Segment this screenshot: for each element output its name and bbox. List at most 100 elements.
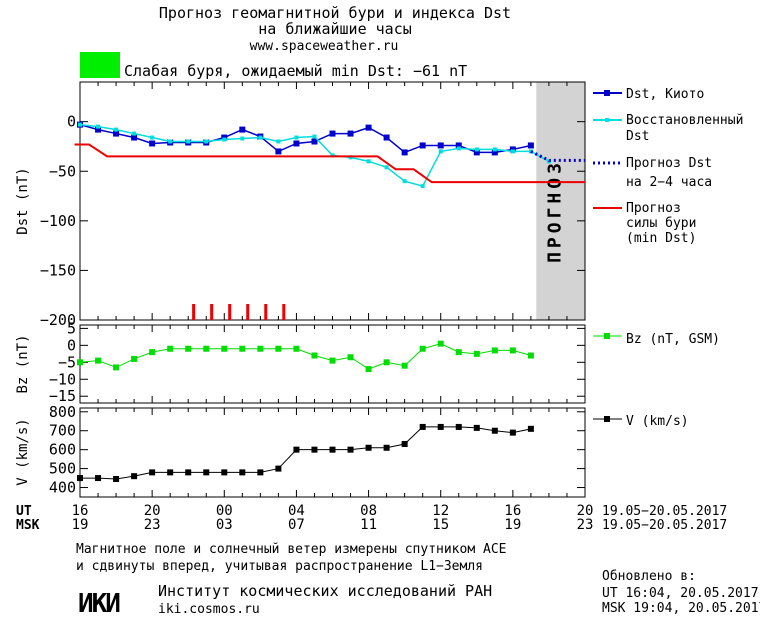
data-point-dst [401, 149, 408, 156]
y-tick-label: 0 [67, 113, 76, 131]
measurement-note-line2: и сдвинуты вперед, учитывая распростране… [76, 559, 483, 574]
data-point-bz [221, 345, 228, 352]
data-point-dst [149, 140, 156, 147]
bz-panel: 50−5−10−15 Bz (nT) [15, 319, 586, 405]
updated-msk: MSK 19:04, 20.05.2017 [602, 601, 760, 616]
data-point-v [437, 423, 444, 430]
data-point-bz [347, 354, 354, 361]
data-point-v [293, 446, 300, 453]
data-point-bz [77, 359, 83, 366]
data-point-v [491, 427, 498, 434]
website-link[interactable]: www.spaceweather.ru [250, 39, 399, 54]
storm-marker [210, 304, 214, 320]
data-point-v [221, 469, 228, 476]
ut-range-label: 19.05−20.05.2017 [602, 504, 727, 519]
y-axis-label: V (km/s) [15, 418, 31, 485]
y-tick-label: 700 [49, 422, 76, 440]
data-point-bz [473, 350, 480, 357]
data-point-bz [419, 345, 426, 352]
y-axis-label: Dst (nT) [15, 167, 31, 234]
legend-dst: Dst, Киото [626, 87, 704, 102]
institute-url[interactable]: iki.cosmos.ru [158, 602, 260, 617]
data-point-bz [491, 347, 498, 354]
data-point-restored [186, 139, 191, 144]
data-point-v [347, 446, 354, 453]
data-point-dst [527, 142, 534, 149]
data-point-v [383, 444, 390, 451]
storm-marker [228, 304, 232, 320]
legend-storm-line2: силы бури [626, 216, 696, 231]
data-point-v [419, 423, 426, 430]
data-point-bz [329, 357, 336, 364]
data-point-bz [149, 349, 156, 356]
data-point-v [113, 476, 120, 483]
data-point-dst [329, 130, 336, 137]
data-point-bz [95, 357, 102, 364]
data-point-v [77, 475, 83, 482]
legend-v: V (km/s) [626, 414, 689, 429]
x-tick-label-msk: 19 [72, 517, 89, 533]
data-point-restored [132, 131, 137, 136]
data-point-dst [113, 130, 120, 137]
data-point-v [167, 469, 174, 476]
data-point-restored [150, 135, 155, 140]
data-point-restored [294, 135, 299, 140]
y-tick-label: 5 [67, 319, 76, 337]
data-point-restored [492, 147, 497, 152]
chart-legend: Dst, Киото Восстановленный Dst Прогноз D… [593, 87, 743, 429]
forecast-region-label: ПРОГНОЗ [545, 159, 566, 263]
data-point-dst [293, 140, 300, 147]
iki-logo: ИКИ [78, 589, 120, 619]
legend-forecast-line1: Прогноз Dst [626, 156, 712, 171]
measurement-note-line1: Магнитное поле и солнечный ветер измерен… [76, 542, 506, 557]
updated-label: Обновлено в: [602, 569, 696, 584]
data-point-restored [384, 165, 389, 170]
data-point-dst [311, 138, 318, 145]
data-point-restored [78, 122, 82, 127]
y-tick-label: 0 [67, 336, 76, 354]
data-point-v [239, 469, 246, 476]
data-point-dst [365, 124, 372, 131]
y-tick-label: −100 [40, 212, 76, 230]
data-point-bz [365, 366, 372, 373]
dst-panel: ПРОГНОЗ 0 −50 −100 −150 −200 Dst (nT) [15, 81, 586, 329]
y-axis-label: Bz (nT) [15, 334, 31, 393]
updated-ut: UT 16:04, 20.05.2017 [602, 586, 759, 601]
msk-axis-label: MSK [16, 518, 40, 533]
data-point-restored [402, 179, 407, 184]
x-tick-label-ut: 20 [144, 503, 161, 519]
data-point-bz [257, 345, 264, 352]
data-point-dst [491, 149, 498, 156]
data-point-restored [312, 134, 317, 139]
data-point-v [95, 475, 102, 482]
data-point-v [185, 469, 192, 476]
x-tick-label-msk: 19 [504, 517, 521, 533]
x-tick-label-msk: 23 [144, 517, 161, 533]
data-point-bz [437, 340, 444, 347]
data-point-v [149, 469, 156, 476]
data-point-bz [203, 345, 210, 352]
data-point-v [365, 444, 372, 451]
x-tick-label-ut: 00 [216, 503, 233, 519]
data-point-bz [527, 352, 534, 359]
data-point-restored [438, 149, 443, 154]
data-point-dst [419, 142, 426, 149]
y-tick-label: −150 [40, 261, 76, 279]
x-tick-label-msk: 03 [216, 517, 233, 533]
series-line-v [80, 426, 531, 480]
data-point-bz [239, 345, 246, 352]
data-point-bz [131, 355, 138, 362]
data-point-dst [131, 134, 138, 141]
data-point-dst [473, 149, 480, 156]
data-point-restored [474, 147, 479, 152]
data-point-v [527, 425, 534, 432]
data-point-restored [258, 135, 263, 140]
legend-storm-line3: (min Dst) [626, 231, 696, 246]
storm-marker [192, 304, 196, 320]
data-point-bz [509, 347, 516, 354]
data-point-dst [275, 148, 282, 155]
data-point-bz [311, 352, 318, 359]
storm-marker [264, 304, 268, 320]
data-point-v [203, 469, 210, 476]
